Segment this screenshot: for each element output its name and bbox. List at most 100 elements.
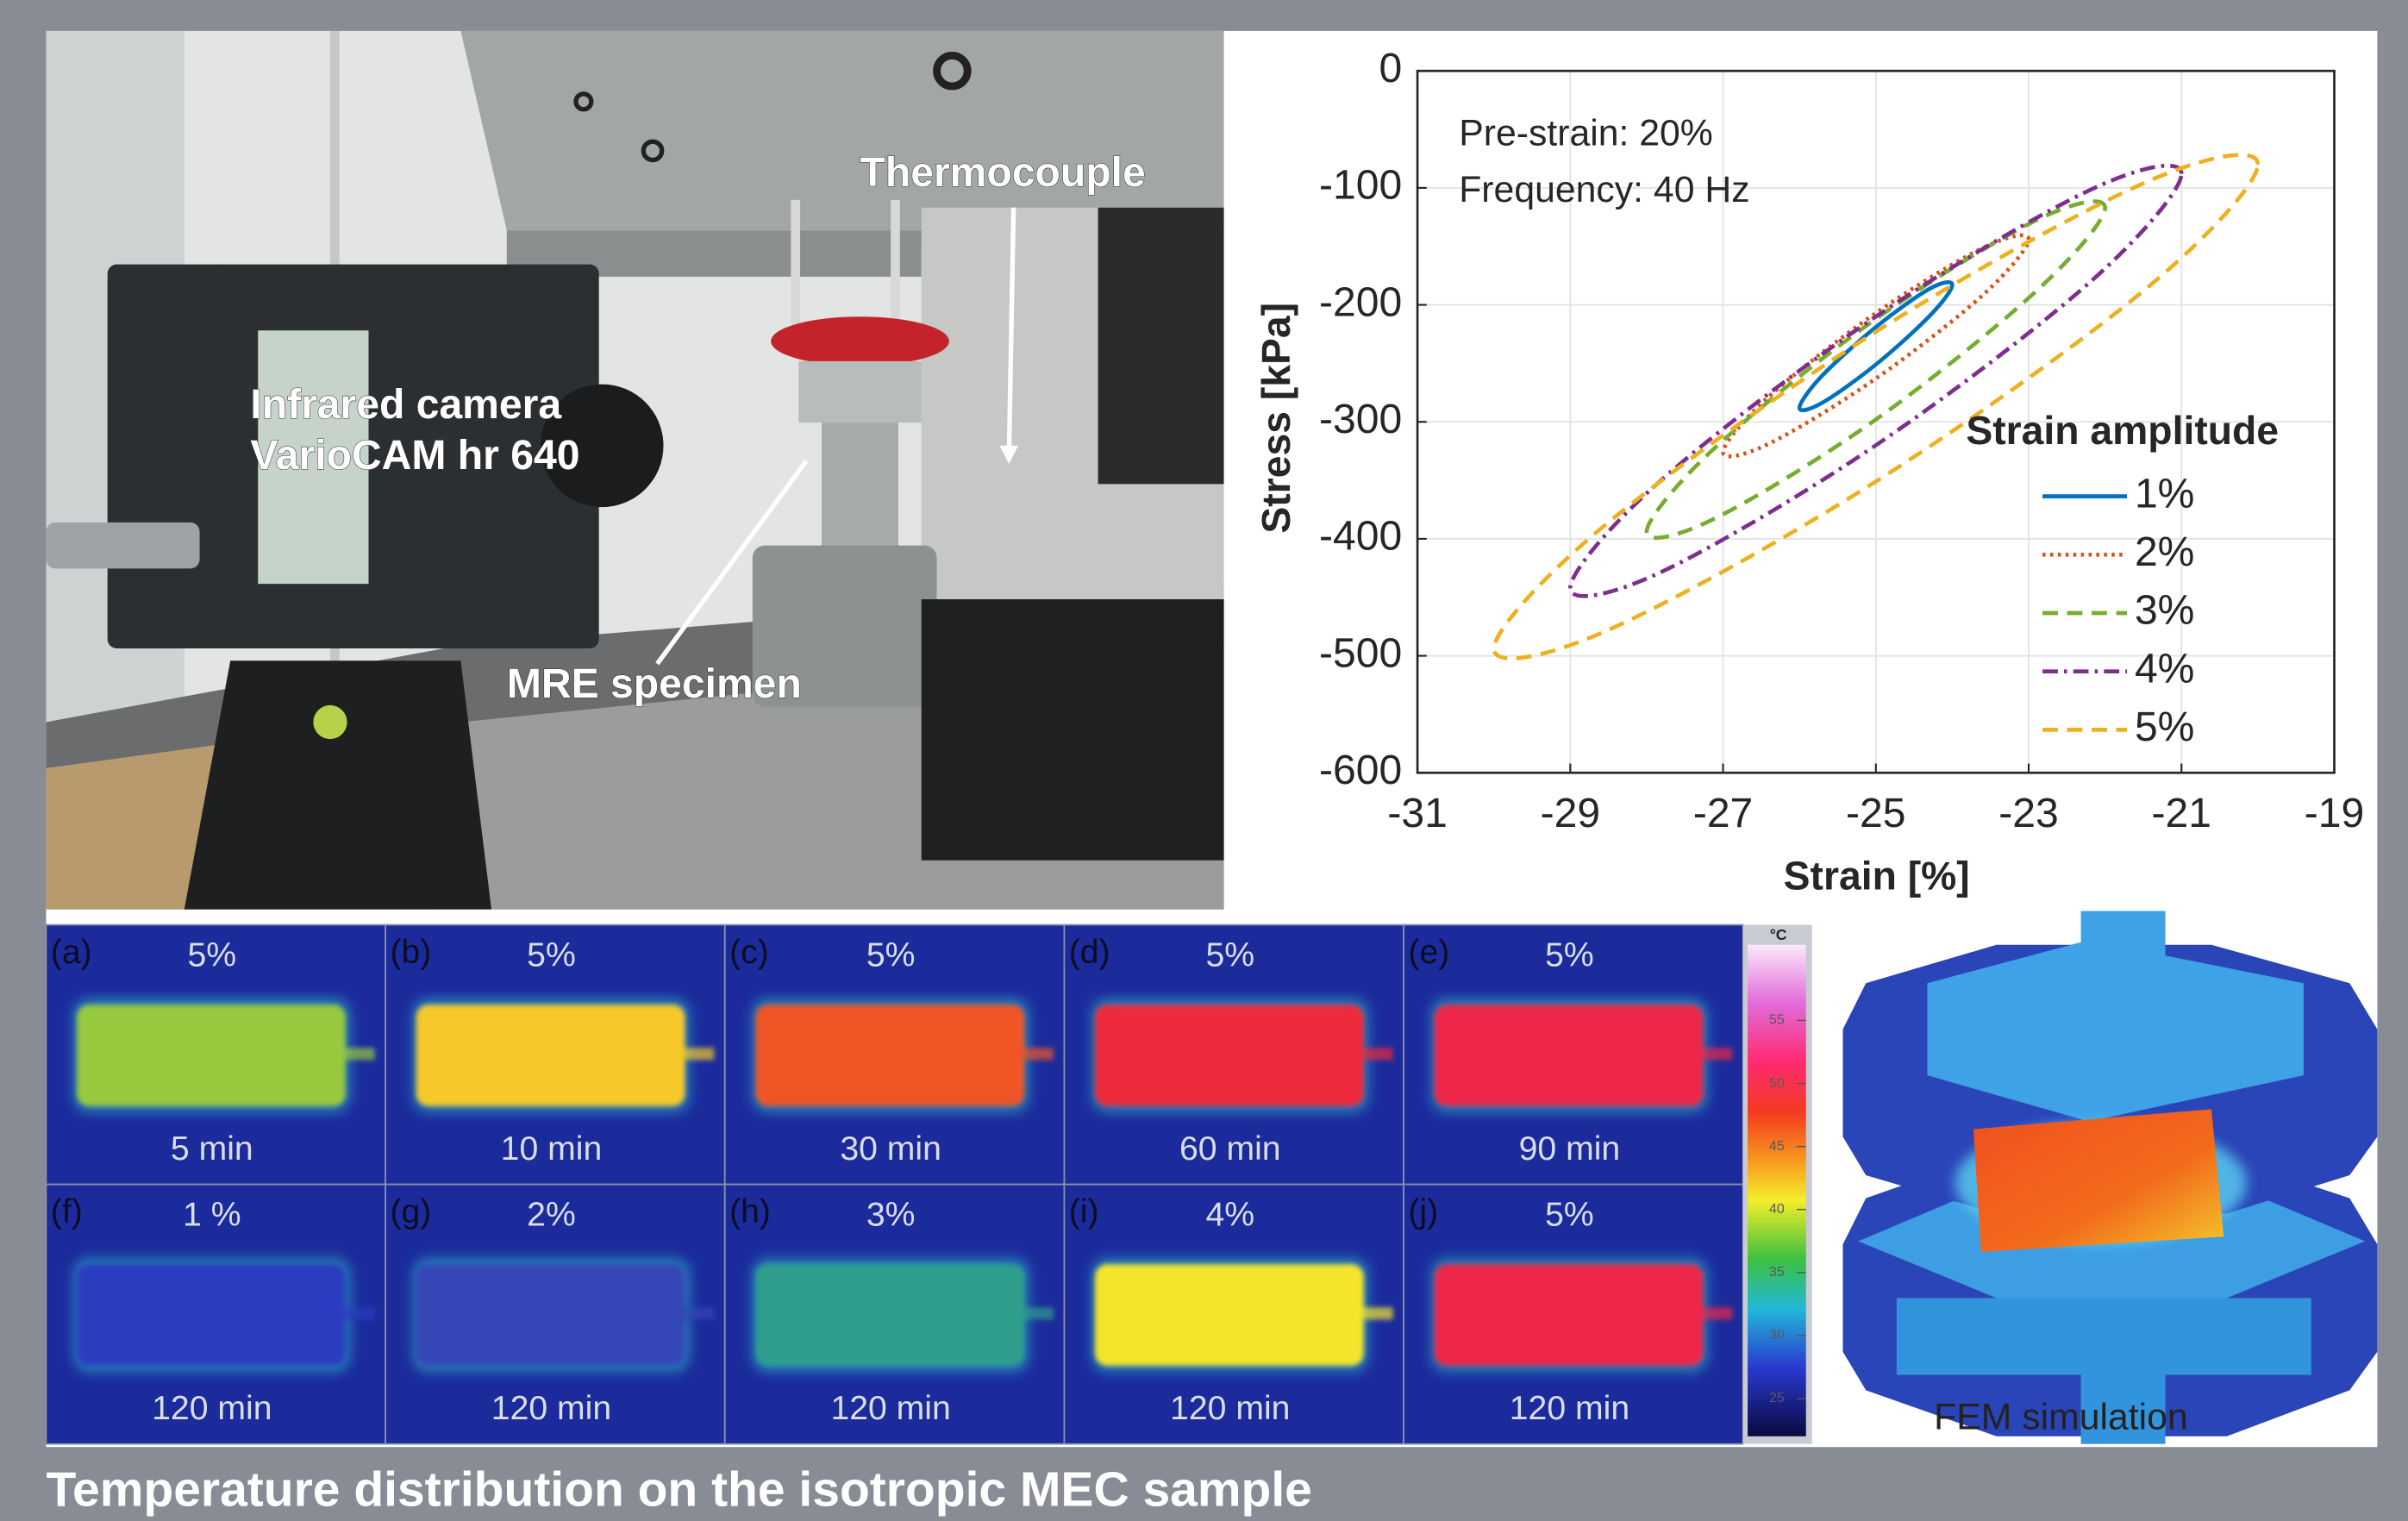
panel-time: 90 min	[1519, 1130, 1621, 1167]
panel-time: 120 min	[1510, 1390, 1629, 1427]
legend-label: 2%	[2135, 529, 2195, 575]
x-tick-label: -21	[2152, 790, 2212, 836]
thermal-specimen	[416, 1005, 685, 1106]
panel-time: 30 min	[840, 1130, 941, 1167]
panel-time: 120 min	[1170, 1390, 1290, 1427]
colorbar-tick-label: 55	[1769, 1012, 1785, 1028]
fem-upper-shaft	[2081, 911, 2166, 1027]
x-tick-label: -29	[1541, 790, 1601, 836]
thermal-panel: (i) 4% 120 min	[1064, 1185, 1404, 1444]
thermal-specimen	[77, 1005, 346, 1106]
photo-label: VarioCAM hr 640	[250, 432, 579, 479]
panel-amplitude: 5%	[1545, 936, 1594, 973]
colorbar-tick-label: 30	[1769, 1327, 1785, 1343]
colorbar-tick-label: 45	[1769, 1138, 1785, 1154]
panel-amplitude: 1 %	[183, 1196, 241, 1233]
x-tick-label: -23	[1998, 790, 2059, 836]
legend-label: 5%	[2135, 704, 2195, 750]
thermal-nozzle	[341, 1048, 374, 1060]
y-tick-label: -600	[1319, 747, 1402, 793]
x-axis-label: Strain [%]	[1784, 853, 1970, 898]
fem-simulation: FEM simulation	[1812, 911, 2378, 1444]
thermal-specimen	[1435, 1005, 1704, 1106]
thermal-panel: (h) 3% 120 min	[725, 1185, 1065, 1444]
photo-label: MRE specimen	[507, 660, 802, 707]
setup-photo: Thermocouple Infrared camera VarioCAM hr…	[46, 31, 1223, 910]
thermal-panel: (g) 2% 120 min	[385, 1185, 725, 1444]
legend-label: 3%	[2135, 587, 2195, 634]
page: { "photo": {"labels": ["Thermocouple", "…	[0, 0, 2408, 1521]
legend-label: 4%	[2135, 645, 2195, 692]
legend-title: Strain amplitude	[1966, 408, 2279, 453]
photo-specimen-column	[822, 422, 898, 560]
photo-label: Thermocouple	[860, 149, 1146, 196]
panel-label: (f)	[51, 1193, 83, 1230]
photo-block	[922, 599, 1224, 861]
annotation: Pre-strain: 20%	[1459, 112, 1713, 153]
panel-time: 120 min	[152, 1390, 272, 1427]
thermal-panel: (d)5%60 min	[1064, 925, 1404, 1185]
colorbar-unit: °C	[1770, 926, 1787, 943]
panel-amplitude: 5%	[527, 936, 576, 973]
thermal-nozzle	[1020, 1307, 1054, 1319]
colorbar-tick-label: 25	[1769, 1390, 1785, 1405]
photo-connector	[46, 523, 199, 568]
thermal-panel: (a) 5% 5 min	[46, 925, 385, 1185]
thermal-specimen	[1095, 1005, 1364, 1106]
panel-amplitude: 4%	[1205, 1196, 1254, 1233]
panel-label: (a)	[51, 934, 92, 971]
caption: Temperature distribution on the isotropi…	[46, 1462, 1311, 1518]
thermal-specimen	[1095, 1264, 1364, 1366]
legend-label: 1%	[2135, 470, 2195, 516]
thermal-specimen	[755, 1005, 1024, 1106]
photo-level	[313, 705, 347, 739]
x-tick-label: -27	[1693, 790, 1754, 836]
panel-label: (h)	[729, 1193, 771, 1230]
y-tick-label: -500	[1319, 629, 1402, 676]
panel-amplitude: 3%	[866, 1196, 916, 1233]
thermal-specimen	[77, 1264, 346, 1366]
panel-amplitude: 5%	[866, 936, 916, 973]
thermal-nozzle	[341, 1307, 374, 1319]
panel-amplitude: 5%	[1205, 936, 1254, 973]
panel-amplitude: 5%	[188, 936, 237, 973]
panel-amplitude: 2%	[527, 1196, 576, 1233]
thermal-grid: (a) 5% 5 min (b) 5% 10 min (c) 5% 30 min (d)5%60 …	[46, 925, 1742, 1444]
y-tick-label: -100	[1319, 162, 1402, 209]
photo-label: Infrared camera	[250, 381, 562, 428]
figure: Thermocouple Infrared camera VarioCAM hr…	[0, 0, 2408, 1521]
photo-grip	[798, 361, 922, 422]
colorbar-tick-label: 40	[1769, 1201, 1785, 1217]
photo-rod	[891, 200, 900, 338]
panel-amplitude: 5%	[1545, 1196, 1594, 1233]
panel-time: 120 min	[830, 1390, 950, 1427]
y-tick-label: -200	[1319, 279, 1402, 325]
thermal-panel: (b) 5% 10 min	[385, 925, 725, 1185]
thermal-specimen	[755, 1264, 1024, 1366]
panel-label: (j)	[1408, 1193, 1438, 1230]
photo-monitor	[1098, 208, 1224, 485]
y-axis-label: Stress [kPa]	[1254, 303, 1298, 534]
y-tick-label: -300	[1319, 396, 1402, 442]
panel-label: (c)	[729, 934, 769, 971]
x-tick-label: -19	[2305, 790, 2365, 836]
panel-time: 5 min	[171, 1130, 253, 1167]
colorbar-tick-label: 50	[1769, 1075, 1785, 1091]
fem-label: FEM simulation	[1934, 1396, 2188, 1437]
panel-label: (e)	[1408, 934, 1449, 971]
fem-specimen	[1973, 1109, 2223, 1252]
thermal-nozzle	[1359, 1048, 1392, 1060]
annotation: Frequency: 40 Hz	[1459, 169, 1749, 210]
x-tick-label: -31	[1387, 790, 1447, 836]
panel-label: (b)	[390, 934, 431, 971]
panel-label: (g)	[390, 1193, 431, 1230]
fem-lower-shaft	[1897, 1298, 2311, 1374]
panel-time: 10 min	[501, 1130, 603, 1167]
thermal-panel: (c) 5% 30 min	[725, 925, 1065, 1185]
panel-label: (i)	[1069, 1193, 1099, 1230]
panel-time: 120 min	[491, 1390, 611, 1427]
thermal-nozzle	[1359, 1307, 1392, 1319]
thermal-nozzle	[1020, 1048, 1054, 1060]
thermal-nozzle	[1698, 1048, 1732, 1060]
thermal-panel: (e) 5% 90 min	[1404, 925, 1743, 1185]
